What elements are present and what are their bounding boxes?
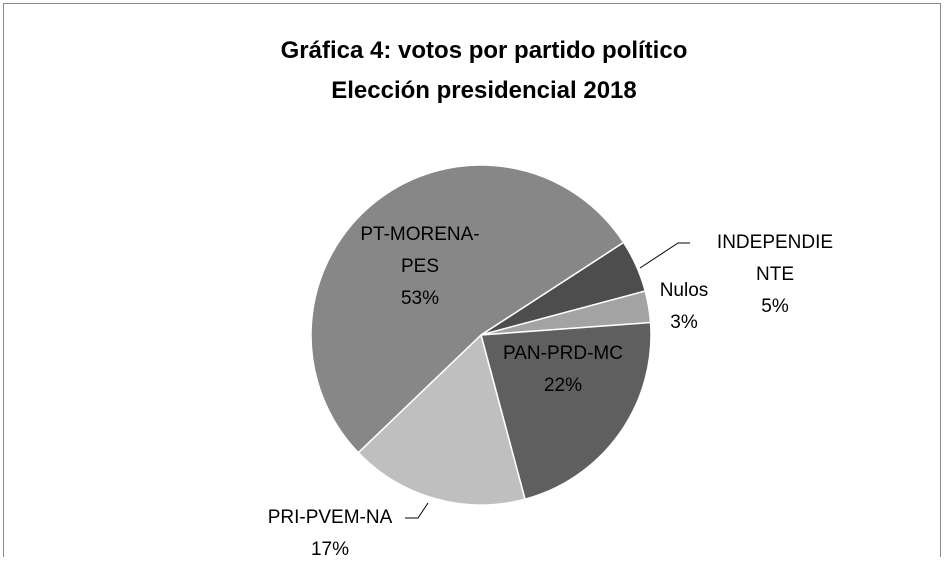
pie xyxy=(310,164,652,506)
value-label: 17% xyxy=(310,539,350,560)
category-label: Nulos xyxy=(659,280,709,301)
leader-line xyxy=(405,502,429,519)
value-label: 5% xyxy=(761,296,789,317)
category-label: PT-MORENA-PES xyxy=(360,224,480,277)
pie-slice xyxy=(310,164,625,454)
value-label: 53% xyxy=(400,288,440,309)
category-label: INDEPENDIENTE xyxy=(716,232,834,285)
slice-label: PRI-PVEM-NA 17% xyxy=(240,502,420,566)
leader-line xyxy=(639,242,690,269)
category-label: PAN-PRD-MC xyxy=(503,343,623,364)
slice-label: INDEPENDIENTE 5% xyxy=(700,227,850,323)
pie-slice xyxy=(480,321,652,501)
chart-subtitle: Elección presidencial 2018 xyxy=(331,77,637,104)
category-label: PRI-PVEM-NA xyxy=(267,507,393,528)
slice-label: PT-MORENA-PES 53% xyxy=(360,219,480,315)
slice-label: Nulos 3% xyxy=(648,275,720,339)
slice-label: PAN-PRD-MC 22% xyxy=(484,338,642,402)
chart-title: Gráfica 4: votos por partido político xyxy=(281,37,688,64)
value-label: 22% xyxy=(543,375,583,396)
pie-slice xyxy=(357,333,526,506)
value-label: 3% xyxy=(670,312,698,333)
